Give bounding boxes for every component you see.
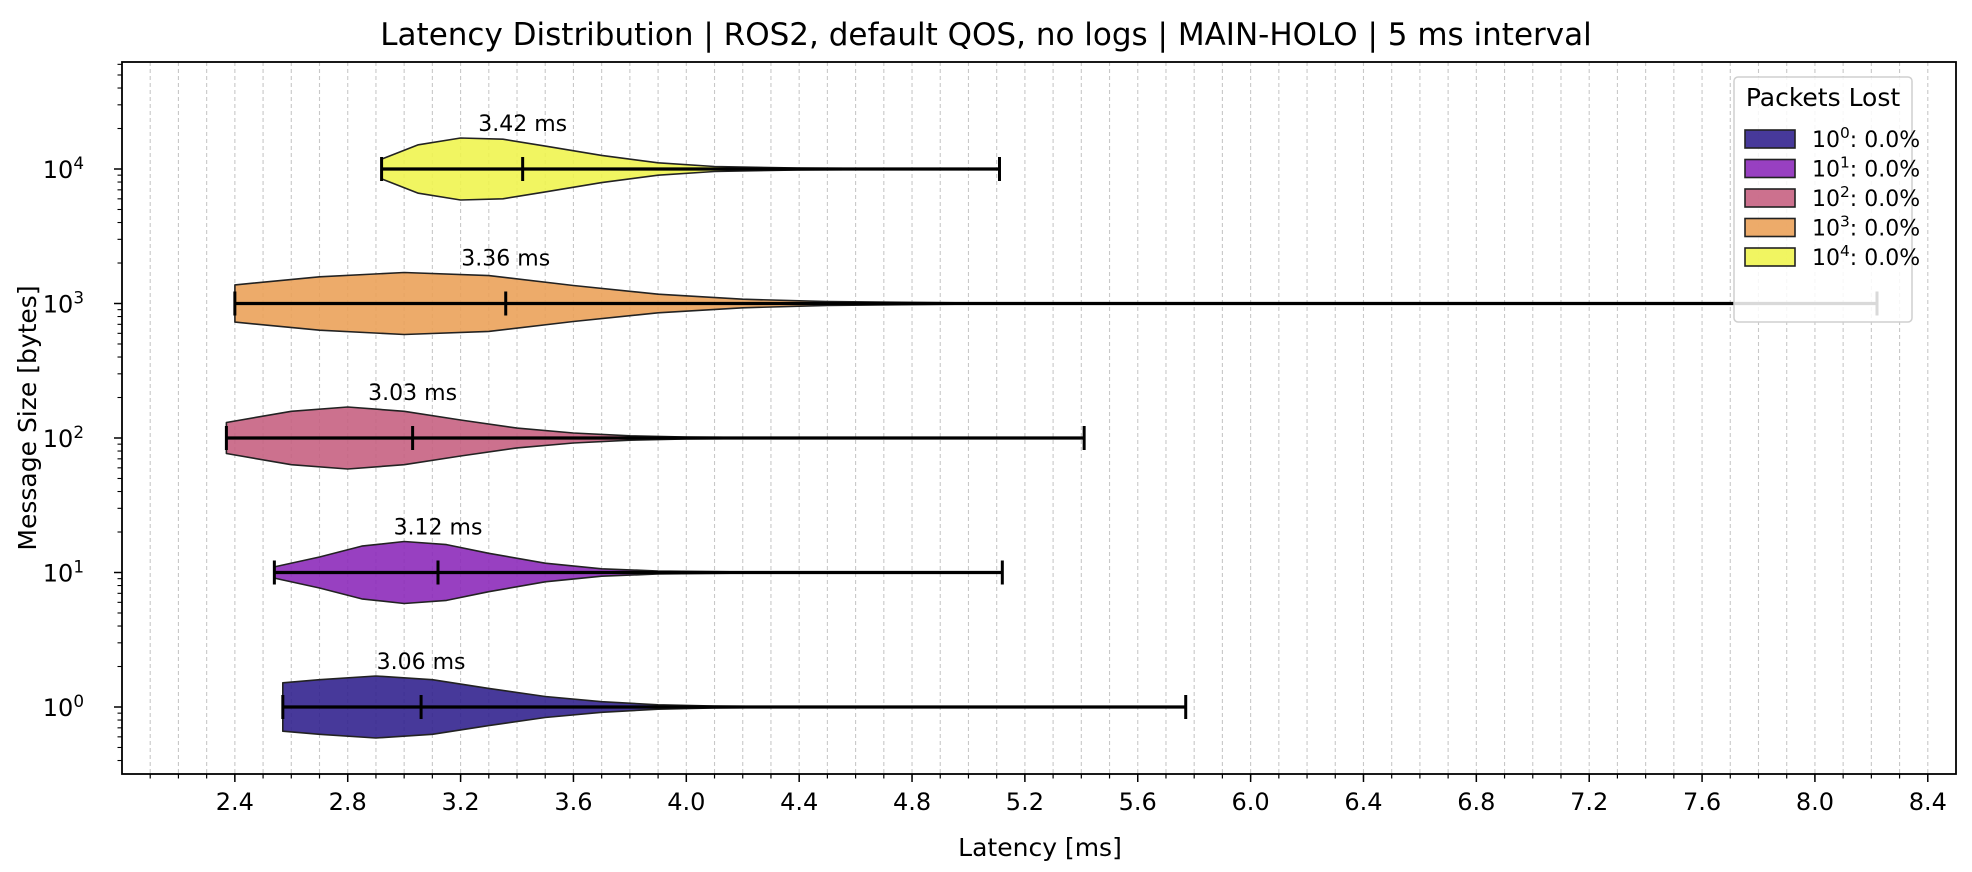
median-label: 3.12 ms — [394, 516, 483, 541]
legend-swatch — [1744, 129, 1796, 149]
legend-label: 103: 0.0% — [1812, 213, 1920, 242]
legend-label-base: 10 — [1812, 158, 1840, 183]
x-tick-label: 7.6 — [1683, 788, 1721, 816]
y-tick-label-base: 10 — [43, 291, 74, 319]
plot-frame — [121, 61, 1957, 775]
y-tick-label: 100 — [43, 691, 84, 722]
legend-label-value: : 0.0% — [1850, 158, 1920, 183]
median-label: 3.06 ms — [377, 650, 466, 675]
legend-label-base: 10 — [1812, 187, 1840, 212]
legend-label-exponent: 3 — [1840, 213, 1850, 231]
legend-label-value: : 0.0% — [1850, 217, 1920, 242]
x-axis: 2.4 2.8 3.2 3.6 4.0 4.4 4.8 5.2 5.6 6.0 6.4 6.8 7.2 7… — [149, 774, 1947, 816]
y-tick-label: 101 — [43, 557, 84, 588]
legend-label-value: : 0.0% — [1850, 128, 1920, 153]
legend-label-exponent: 0 — [1840, 124, 1850, 142]
x-tick-label: 2.8 — [329, 788, 367, 816]
x-tick-label: 6.8 — [1457, 788, 1495, 816]
legend-title: Packets Lost — [1746, 83, 1901, 112]
x-tick-label: 8.0 — [1796, 788, 1834, 816]
y-tick-label-base: 10 — [43, 425, 74, 453]
legend-swatch — [1744, 217, 1796, 238]
median-label: 3.42 ms — [478, 112, 567, 137]
x-tick-label: 5.6 — [1119, 788, 1157, 816]
legend-label-base: 10 — [1812, 128, 1840, 153]
legend-swatch — [1744, 188, 1796, 208]
y-tick-label-base: 10 — [43, 694, 74, 722]
legend-label-base: 10 — [1812, 217, 1840, 242]
y-tick-label: 103 — [43, 288, 84, 319]
x-axis-title: Latency [ms] — [958, 833, 1122, 862]
violins: 3.06 ms 3.12 ms 3.03 ms 3.36 ms 3.42 ms — [224, 112, 1879, 739]
y-tick-label-exponent: 1 — [73, 557, 84, 577]
y-tick-label: 104 — [43, 153, 84, 184]
x-tick-label: 5.2 — [1006, 788, 1044, 816]
legend-label-value: : 0.0% — [1850, 187, 1920, 212]
y-tick-label: 102 — [43, 422, 84, 453]
legend-label: 101: 0.0% — [1812, 154, 1920, 183]
median-label: 3.03 ms — [368, 381, 457, 406]
x-tick-label: 7.2 — [1570, 788, 1608, 816]
legend-label-exponent: 2 — [1840, 183, 1850, 201]
x-tick-label: 3.6 — [554, 788, 592, 816]
legend-label: 104: 0.0% — [1812, 242, 1920, 271]
x-tick-label: 6.4 — [1344, 788, 1382, 816]
legend-swatch — [1744, 158, 1796, 179]
x-tick-label: 2.4 — [216, 788, 254, 816]
x-tick-label: 6.0 — [1232, 788, 1270, 816]
legend-label: 100: 0.0% — [1812, 124, 1920, 153]
x-tick-label: 3.2 — [441, 788, 479, 816]
chart-title: Latency Distribution | ROS2, default QOS… — [380, 17, 1591, 53]
y-tick-label-exponent: 2 — [73, 422, 84, 442]
x-tick-label: 4.4 — [780, 788, 818, 816]
y-tick-label-exponent: 4 — [73, 153, 84, 173]
legend-label-exponent: 1 — [1840, 154, 1850, 172]
y-tick-label-exponent: 0 — [73, 691, 84, 711]
legend-label: 102: 0.0% — [1812, 183, 1920, 212]
x-tick-label: 8.4 — [1909, 788, 1947, 816]
legend-label-value: : 0.0% — [1850, 246, 1920, 271]
y-axis-title: Message Size [bytes] — [13, 285, 42, 550]
y-tick-label-base: 10 — [43, 156, 74, 184]
legend-swatch — [1744, 247, 1796, 267]
legend-label-exponent: 4 — [1840, 242, 1850, 260]
y-tick-label-base: 10 — [43, 560, 74, 588]
legend-label-base: 10 — [1812, 246, 1840, 271]
x-tick-label: 4.0 — [667, 788, 705, 816]
y-tick-label-exponent: 3 — [73, 288, 84, 308]
median-label: 3.36 ms — [461, 247, 550, 272]
x-tick-label: 4.8 — [893, 788, 931, 816]
